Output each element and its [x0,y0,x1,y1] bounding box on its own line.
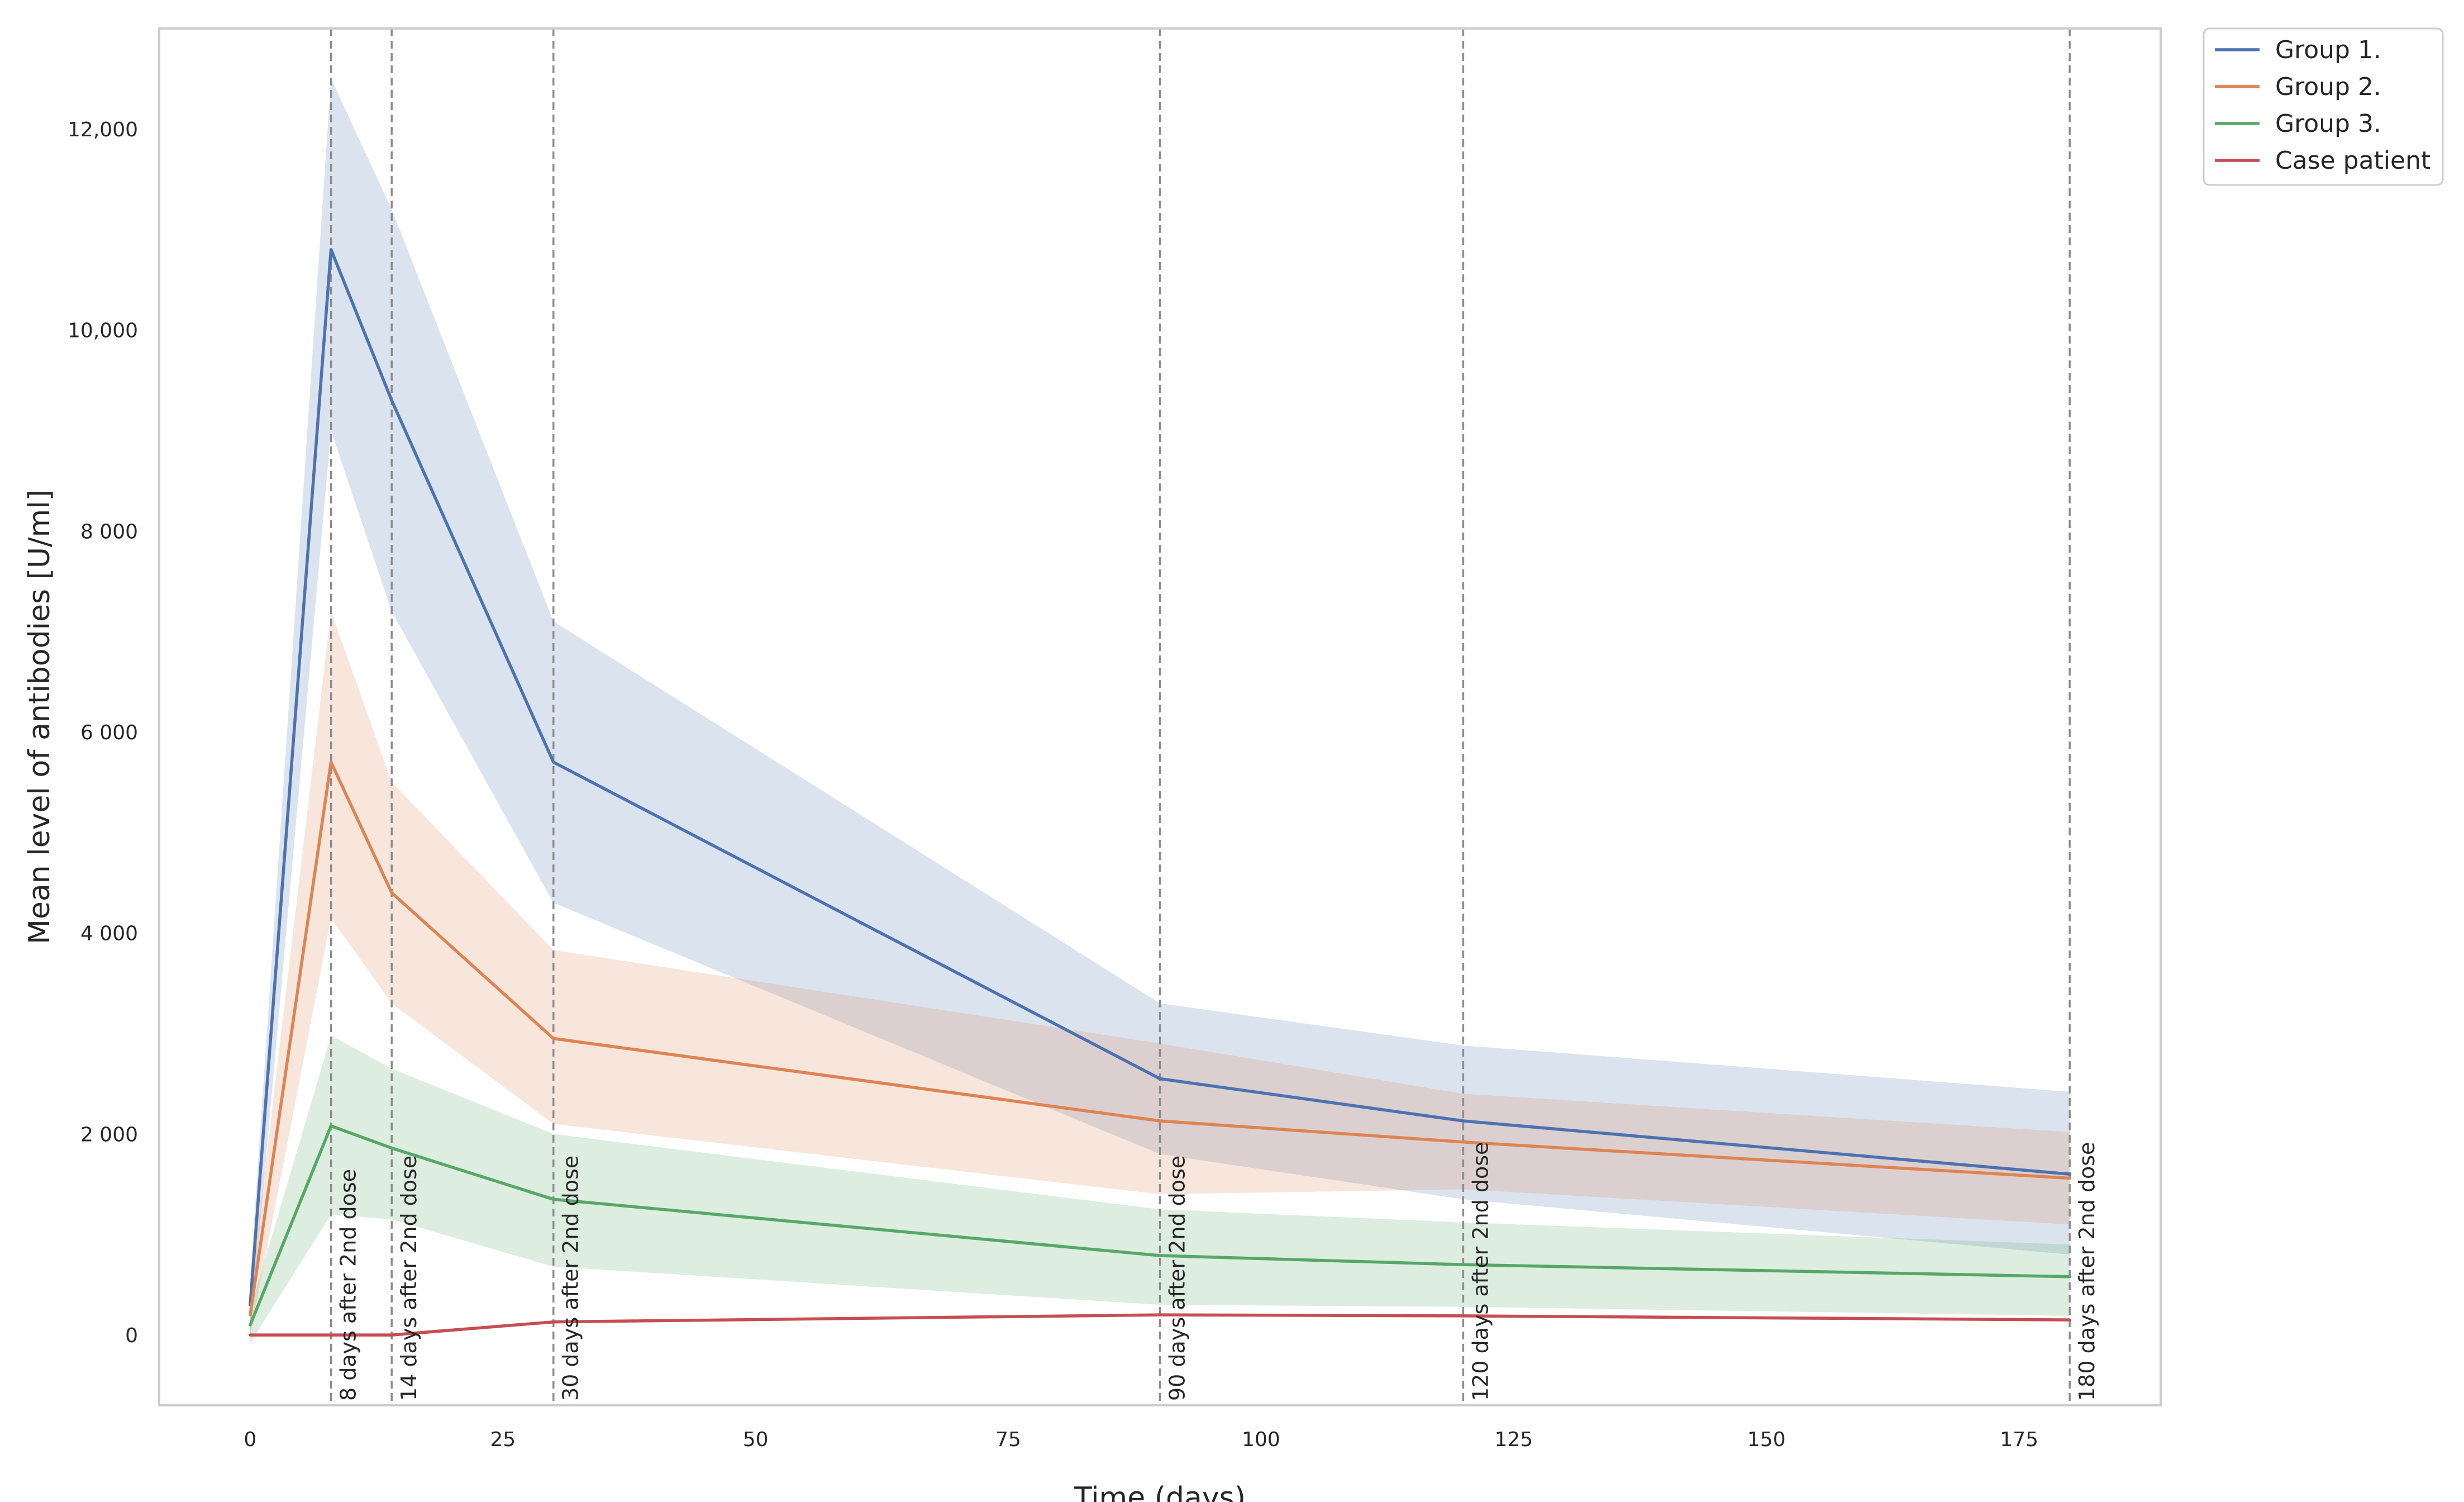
vline-label-day-90: 90 days after 2nd dose [1165,1156,1190,1401]
vline-label-day-30: 30 days after 2nd dose [559,1156,583,1401]
y-tick-label-2000: 2 000 [80,1123,138,1146]
legend-label-group-1: Group 1. [2275,36,2381,64]
legend-box [2203,27,2444,186]
y-tick-label-8000: 8 000 [80,520,138,543]
vline-label-day-8: 8 days after 2nd dose [336,1169,361,1401]
legend-label-group-2: Group 2. [2275,73,2381,101]
plot-frame [158,27,2162,1406]
x-tick-label-25: 25 [490,1428,516,1451]
y-tick-label-6000: 6 000 [80,721,138,744]
vline-label-day-14: 14 days after 2nd dose [397,1156,421,1401]
reference-lines [330,28,2071,1405]
line-case-patient [249,1313,2071,1337]
y-tick-label-10000: 10,000 [68,320,138,343]
line-group-1 [249,248,2071,1306]
x-tick-label-50: 50 [743,1428,769,1451]
reference-line-labels: 8 days after 2nd dose 14 days after 2nd d… [336,1142,2100,1401]
legend-label-group-3: Group 3. [2275,110,2381,138]
line-group-2 [249,760,2071,1316]
band-group-2 [250,611,2070,1335]
y-axis-title: Mean level of antibodies [U/ml] [23,489,56,944]
legend: Group 1. Group 2. Group 3. Case patient [2203,27,2444,186]
x-axis-ticks: 0 25 50 75 100 125 150 175 [244,1428,2038,1451]
y-axis-ticks: 0 2 000 4 000 6 000 8 000 10,000 12,000 [68,118,138,1347]
x-tick-label-175: 175 [2000,1428,2038,1451]
band-group-1 [250,78,2070,1335]
x-tick-label-75: 75 [995,1428,1021,1451]
vline-label-day-120: 120 days after 2nd dose [1468,1142,1493,1401]
y-tick-label-4000: 4 000 [80,923,138,945]
line-group-3 [249,1124,2071,1327]
x-tick-label-150: 150 [1747,1428,1786,1451]
y-tick-label-12000: 12,000 [68,118,138,141]
y-tick-label-0: 0 [125,1324,138,1347]
x-tick-label-100: 100 [1242,1428,1280,1451]
vline-label-day-180: 180 days after 2nd dose [2075,1142,2099,1401]
x-tick-label-0: 0 [244,1428,256,1451]
series-lines [249,248,2071,1337]
legend-label-case-patient: Case patient [2275,146,2430,175]
x-tick-label-125: 125 [1494,1428,1533,1451]
x-axis-title: Time (days) [1074,1481,1246,1502]
